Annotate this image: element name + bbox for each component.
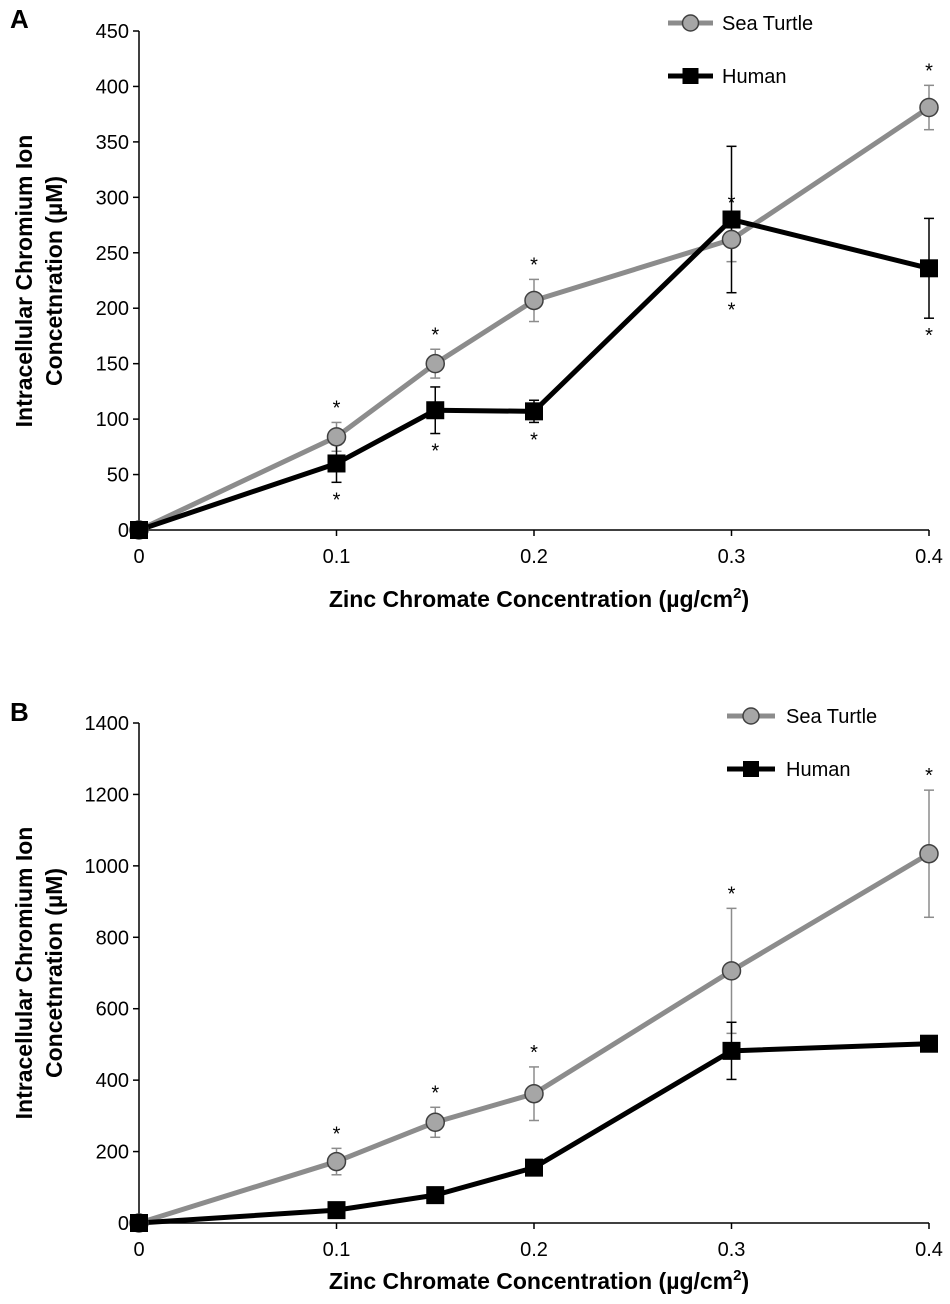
- chart-b-x-tick-label: 0: [133, 1239, 144, 1261]
- chart-b-y-axis-label-line2: Concetnration (µM): [41, 868, 67, 1078]
- chart-b-y-tick-label: 800: [96, 927, 129, 949]
- chart-a-y-tick-label: 200: [96, 298, 129, 320]
- chart-b-series-human-point: [920, 1034, 938, 1053]
- chart-b-series-sea-turtle-significance-mark: *: [925, 765, 933, 787]
- chart-b-series-sea-turtle-line: [138, 851, 931, 1226]
- chart-b-x-axis-label: Zinc Chromate Concentration (µg/cm2): [329, 1267, 749, 1294]
- chart-a-series-human-significance-mark: *: [333, 489, 341, 511]
- chart-b-series-human-point: [426, 1186, 445, 1205]
- chart-a-y-axis-label-line2: Concetnration (µM): [41, 176, 67, 386]
- chart-b-series-human-point: [130, 1214, 148, 1232]
- chart-a-series-human-point: [130, 521, 148, 539]
- chart-a-series-human-line: [138, 217, 930, 533]
- chart-b-series-sea-turtle-significance-mark: *: [431, 1082, 439, 1104]
- chart-b-x-tick-label: 0.2: [520, 1239, 548, 1261]
- chart-a-series-sea-turtle-point: [326, 427, 347, 447]
- chart-a-series-sea-turtle-significance-mark: *: [728, 192, 736, 214]
- chart-b-series-sea-turtle-point: [721, 961, 742, 981]
- chart-b-legend-sea-turtle-label: Sea Turtle: [786, 706, 877, 728]
- chart-b-legend-human-marker: [743, 761, 759, 777]
- chart-a-y-tick-label: 400: [96, 76, 129, 98]
- chart-b-series-sea-turtle-significance-mark: *: [728, 883, 736, 905]
- chart-a-x-axis-label: Zinc Chromate Concentration (µg/cm2): [329, 585, 749, 612]
- chart-a-series-human-significance-mark: *: [530, 429, 538, 451]
- chart-b-series-human-line: [138, 1041, 930, 1226]
- chart-a-series-human-point: [722, 210, 741, 229]
- chart-a-series-human-significance-mark: *: [431, 441, 439, 463]
- chart-a-panel-label: A: [10, 4, 29, 34]
- chart-a-series-human-point: [327, 454, 346, 473]
- chart-a-y-tick-label: 300: [96, 187, 129, 209]
- chart-panel-b: B 0 200 400 600 800 1000 1200 1400 0 0.1 0.2 0.3 0.4 Z…: [0, 652, 950, 1304]
- chart-b-series-sea-turtle-significance-mark: *: [333, 1123, 341, 1145]
- chart-a-x-tick-label: 0.2: [520, 546, 548, 568]
- chart-a-y-tick-label: 250: [96, 243, 129, 265]
- chart-a-legend-sea-turtle-marker: [681, 14, 700, 32]
- chart-b-y-tick-label: 1200: [85, 784, 130, 806]
- chart-b-series-sea-turtle-point: [524, 1083, 544, 1104]
- chart-a-y-tick-label: 450: [96, 21, 129, 43]
- chart-b-series-sea-turtle-significance-mark: *: [530, 1042, 538, 1064]
- chart-b-y-tick-label: 1000: [85, 856, 130, 878]
- chart-a-y-axis-label-line1: Intracellular Chromium Ion: [11, 135, 37, 428]
- chart-b-svg: B 0 200 400 600 800 1000 1200 1400 0 0.1 0.2 0.3 0.4 Z…: [10, 697, 943, 1294]
- chart-b-x-tick-label: 0.1: [323, 1239, 351, 1261]
- chart-a-x-tick-label: 0.4: [915, 546, 943, 568]
- chart-a-series-sea-turtle-significance-mark: *: [431, 324, 439, 346]
- chart-a-series-sea-turtle-point: [524, 290, 544, 311]
- chart-a-legend-sea-turtle-label: Sea Turtle: [722, 13, 813, 35]
- chart-a-y-tick-label: 350: [96, 132, 129, 154]
- chart-b-series-human-point: [525, 1158, 543, 1177]
- chart-a-series-sea-turtle-point: [721, 229, 742, 250]
- chart-a-series-human-point: [525, 402, 543, 421]
- chart-b-y-axis-label-line1: Intracellular Chromium Ion: [11, 827, 37, 1120]
- chart-a-series-sea-turtle-line: [137, 105, 931, 533]
- chart-panel-a: A 0 50 100 150 200 250 300 350 400 450 0 0.1 0.2 0.3 0.…: [10, 4, 943, 612]
- chart-a-series-human-point: [920, 259, 938, 278]
- chart-b-y-tick-label: 0: [118, 1213, 129, 1235]
- chart-a-x-tick-label: 0.3: [718, 546, 746, 568]
- chart-b-series-sea-turtle-point: [425, 1112, 445, 1133]
- chart-a-y-tick-label: 100: [96, 409, 129, 431]
- chart-b-series-sea-turtle-point: [919, 843, 939, 864]
- chart-b-series-human-point: [722, 1041, 741, 1060]
- chart-a-series-sea-turtle-significance-mark: *: [925, 60, 933, 82]
- chart-b-y-tick-label: 200: [96, 1142, 129, 1164]
- chart-b-legend-human-label: Human: [786, 759, 850, 781]
- chart-a-legend-human-label: Human: [722, 66, 786, 88]
- chart-b-x-tick-label: 0.3: [718, 1239, 746, 1261]
- chart-b-panel-label: B: [10, 697, 29, 727]
- chart-a-legend-human-marker: [682, 68, 699, 84]
- chart-b-y-tick-label: 600: [96, 999, 129, 1021]
- chart-b-legend-sea-turtle-marker: [742, 707, 760, 725]
- chart-a-series-human-significance-mark: *: [925, 325, 933, 347]
- chart-b-y-tick-label: 1400: [85, 713, 130, 735]
- chart-b-series-sea-turtle-point: [326, 1151, 347, 1172]
- chart-a-series-human-point: [426, 401, 445, 420]
- chart-a-y-tick-label: 50: [107, 465, 129, 487]
- chart-a-svg: A 0 50 100 150 200 250 300 350 400 450 0 0.1 0.2 0.3 0.…: [10, 4, 943, 612]
- chart-b-series-human-point: [327, 1201, 346, 1220]
- chart-b-y-tick-label: 400: [96, 1070, 129, 1092]
- chart-a-series-sea-turtle-point: [425, 353, 445, 374]
- chart-a-series-human-significance-mark: *: [728, 300, 736, 322]
- chart-a-series-sea-turtle-point: [919, 97, 939, 118]
- chart-a-series-sea-turtle-significance-mark: *: [333, 397, 341, 419]
- chart-a-y-tick-label: 150: [96, 354, 129, 376]
- chart-a-series-sea-turtle-significance-mark: *: [530, 254, 538, 276]
- chart-a-y-tick-label: 0: [118, 520, 129, 542]
- chart-a-x-tick-label: 0: [133, 546, 144, 568]
- chart-a-x-tick-label: 0.1: [323, 546, 351, 568]
- chart-b-x-tick-label: 0.4: [915, 1239, 943, 1261]
